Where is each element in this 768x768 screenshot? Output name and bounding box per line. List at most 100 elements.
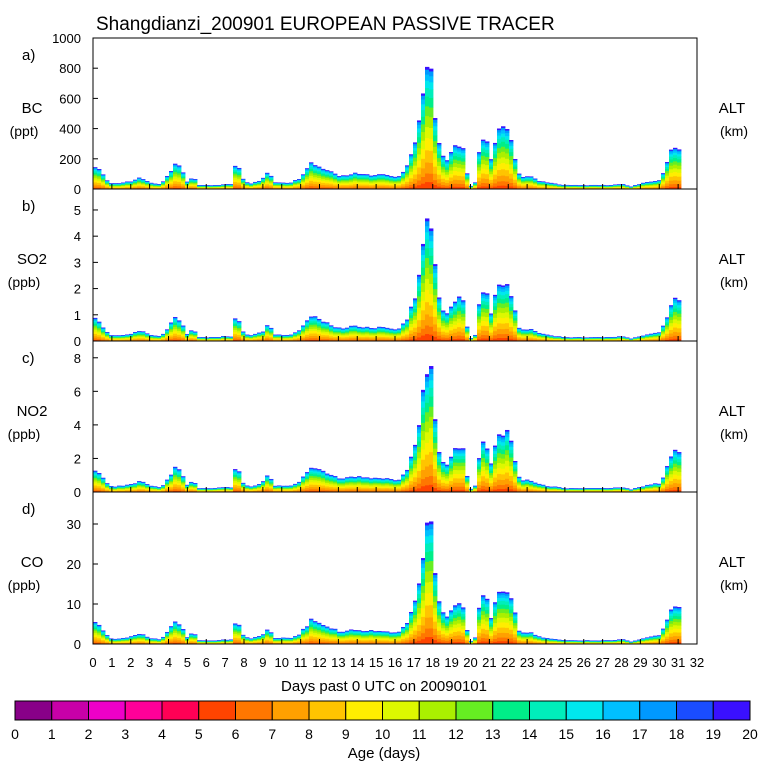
age-band-segment (453, 320, 458, 325)
age-band-segment (125, 337, 130, 339)
age-band-segment (365, 328, 370, 330)
age-band-segment (489, 324, 494, 328)
age-band-segment (461, 152, 466, 156)
age-band-segment (653, 186, 658, 188)
age-band-segment (441, 159, 446, 162)
age-band-segment (97, 484, 102, 487)
age-band-segment (477, 156, 482, 159)
age-band-segment (261, 179, 266, 181)
age-band-segment (109, 490, 114, 492)
age-band-segment (545, 337, 550, 339)
age-band-segment (141, 184, 146, 187)
age-band-segment (241, 182, 246, 185)
age-band-segment (101, 174, 106, 176)
age-band-segment (241, 332, 246, 334)
panel-frame (92, 37, 698, 190)
age-band-segment (521, 334, 526, 336)
age-band-segment (325, 333, 330, 336)
age-band-segment (157, 337, 162, 339)
age-column (377, 326, 382, 342)
age-band-segment (545, 337, 550, 339)
age-band-segment (237, 338, 242, 341)
age-band-segment (485, 169, 490, 175)
age-band-segment (137, 332, 142, 334)
age-band-segment (241, 337, 246, 340)
age-column (289, 334, 294, 342)
age-band-segment (253, 183, 258, 185)
age-band-segment (445, 179, 450, 184)
age-band-segment (429, 255, 434, 265)
age-band-segment (269, 186, 274, 188)
age-band-segment (493, 183, 498, 187)
age-band-segment (217, 187, 222, 189)
age-band-segment (177, 171, 182, 174)
age-band-segment (653, 182, 658, 184)
age-band-segment (109, 487, 114, 489)
age-band-segment (221, 187, 226, 188)
age-band-segment (317, 172, 322, 175)
age-band-segment (477, 318, 482, 323)
age-column (125, 181, 130, 190)
age-band-segment (193, 186, 198, 189)
age-band-segment (413, 147, 418, 151)
age-column (493, 294, 498, 342)
age-band-segment (337, 182, 342, 184)
age-band-segment (429, 97, 434, 108)
age-band-segment (337, 329, 342, 332)
age-band-segment (309, 339, 314, 342)
age-band-segment (293, 181, 298, 183)
age-band-segment (321, 176, 326, 180)
age-band-segment (173, 488, 178, 491)
age-band-segment (313, 185, 318, 188)
age-band-segment (449, 326, 454, 331)
age-band-segment (101, 180, 106, 182)
age-band-segment (193, 488, 198, 490)
age-band-segment (457, 151, 462, 155)
age-band-segment (125, 489, 130, 491)
age-band-segment (301, 333, 306, 335)
age-band-segment (317, 179, 322, 183)
age-band-segment (245, 183, 250, 185)
age-band-segment (537, 336, 542, 338)
age-band-segment (677, 186, 682, 190)
age-column (585, 185, 590, 190)
age-column (177, 469, 182, 493)
age-band-segment (349, 326, 354, 328)
age-band-segment (677, 176, 682, 181)
age-band-segment (505, 163, 510, 171)
age-band-segment (649, 184, 654, 186)
age-column (269, 175, 274, 190)
age-band-segment (377, 327, 382, 329)
age-band-segment (649, 334, 654, 336)
age-band-segment (381, 329, 386, 331)
age-column (93, 470, 98, 493)
age-band-segment (97, 186, 102, 189)
age-column (173, 163, 178, 190)
age-band-segment (169, 478, 174, 481)
age-band-segment (173, 337, 178, 340)
age-band-segment (149, 488, 154, 490)
age-band-segment (93, 471, 98, 473)
age-band-segment (529, 182, 534, 185)
age-band-segment (557, 186, 562, 188)
age-band-segment (189, 183, 194, 186)
age-band-segment (337, 332, 342, 335)
age-band-segment (489, 171, 494, 175)
age-column (505, 284, 510, 342)
age-band-segment (173, 481, 178, 485)
age-band-segment (301, 175, 306, 177)
age-band-segment (105, 333, 110, 334)
age-band-segment (257, 334, 262, 336)
alt-label: ALT (719, 100, 745, 117)
age-band-segment (665, 187, 670, 190)
age-band-segment (233, 333, 238, 337)
age-band-segment (461, 180, 466, 185)
age-band-segment (533, 337, 538, 340)
age-band-segment (181, 328, 186, 330)
age-band-segment (253, 337, 258, 339)
age-band-segment (109, 338, 114, 340)
age-band-segment (145, 339, 150, 341)
age-band-segment (465, 179, 470, 182)
age-band-segment (521, 338, 526, 340)
age-band-segment (669, 183, 674, 188)
